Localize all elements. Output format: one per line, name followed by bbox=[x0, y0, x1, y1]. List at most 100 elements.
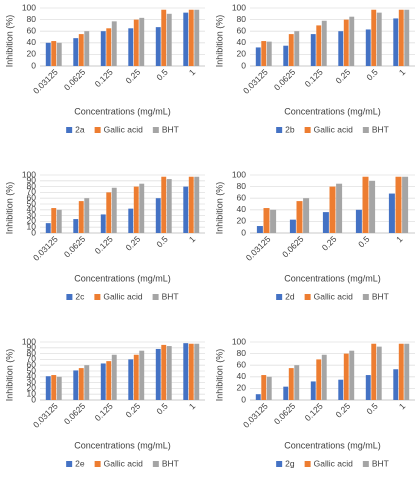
x-tick-label: 0.5 bbox=[154, 234, 170, 250]
legend-swatch bbox=[276, 294, 283, 300]
y-tick-label: 40 bbox=[27, 371, 37, 381]
bar bbox=[355, 209, 362, 233]
x-tick-label: 0.25 bbox=[333, 401, 352, 420]
x-tick-label: 0.03125 bbox=[31, 67, 60, 96]
bar bbox=[289, 219, 296, 233]
bar bbox=[183, 343, 189, 400]
bar bbox=[371, 9, 377, 67]
legend: 2a Gallic acid BHT bbox=[66, 124, 179, 134]
bar bbox=[362, 176, 369, 233]
bar bbox=[161, 9, 167, 67]
x-tick-label: 0.5 bbox=[154, 67, 170, 83]
legend-label: BHT bbox=[162, 124, 179, 134]
bar bbox=[398, 343, 404, 400]
bar bbox=[266, 376, 272, 400]
x-tick-label: 0.5 bbox=[364, 401, 380, 417]
y-tick-label: 20 bbox=[27, 49, 37, 59]
bar bbox=[369, 180, 376, 233]
legend-swatch bbox=[66, 294, 73, 300]
y-tick-label: 60 bbox=[237, 359, 247, 369]
y-tick-label: 50 bbox=[27, 365, 37, 375]
bar bbox=[404, 343, 410, 400]
legend-label: 2e bbox=[75, 458, 85, 468]
y-tick-label: 20 bbox=[237, 383, 247, 393]
legend-swatch bbox=[94, 461, 101, 467]
bar bbox=[255, 47, 261, 66]
y-tick-label: 80 bbox=[27, 181, 37, 191]
bar bbox=[183, 186, 189, 233]
bar bbox=[106, 361, 112, 400]
bar bbox=[45, 42, 51, 66]
y-tick-label: 80 bbox=[237, 14, 247, 24]
x-tick-label: 0.0625 bbox=[62, 67, 88, 93]
y-tick-label: 80 bbox=[237, 348, 247, 358]
y-tick-label: 70 bbox=[27, 187, 37, 197]
legend-swatch bbox=[304, 127, 311, 133]
bar bbox=[45, 376, 51, 400]
legend: 2b Gallic acid BHT bbox=[276, 124, 389, 134]
bar bbox=[261, 41, 267, 66]
legend-swatch bbox=[362, 127, 369, 133]
x-axis-title: Concentrations (mg/mL) bbox=[284, 440, 381, 450]
legend: 2d Gallic acid BHT bbox=[276, 291, 389, 301]
bar bbox=[155, 198, 161, 233]
legend-swatch bbox=[152, 461, 159, 467]
x-tick-label: 0.0625 bbox=[272, 401, 298, 427]
bar bbox=[310, 381, 316, 400]
x-tick-label: 0.0625 bbox=[62, 401, 88, 427]
bar bbox=[316, 359, 322, 400]
y-tick-label: 100 bbox=[22, 169, 36, 179]
bar bbox=[393, 18, 399, 66]
bar bbox=[288, 34, 294, 66]
bar bbox=[84, 198, 90, 233]
bar bbox=[78, 201, 84, 233]
bar bbox=[395, 176, 402, 233]
legend-swatch bbox=[66, 461, 73, 467]
legend-label: Gallic acid bbox=[314, 291, 353, 301]
legend-swatch bbox=[362, 461, 369, 467]
bar bbox=[336, 183, 343, 233]
x-axis-title: Concentrations (mg/mL) bbox=[284, 273, 381, 283]
x-axis-title: Concentrations (mg/mL) bbox=[74, 106, 171, 116]
y-tick-label: 60 bbox=[27, 25, 37, 35]
bar bbox=[106, 192, 112, 233]
bar bbox=[106, 28, 112, 66]
bar bbox=[133, 186, 139, 233]
x-tick-label: 0.25 bbox=[333, 67, 352, 86]
legend-swatch bbox=[152, 294, 159, 300]
y-axis-title: Inhibition (%) bbox=[214, 182, 224, 235]
bar bbox=[365, 375, 371, 400]
legend-label: 2d bbox=[285, 291, 295, 301]
x-tick-label: 1 bbox=[397, 401, 408, 412]
y-tick-label: 100 bbox=[232, 336, 246, 346]
bar bbox=[343, 353, 349, 400]
y-tick-label: 0 bbox=[31, 394, 36, 404]
bar bbox=[194, 176, 200, 233]
y-tick-label: 60 bbox=[27, 359, 37, 369]
y-tick-label: 100 bbox=[232, 2, 246, 12]
bar bbox=[139, 17, 145, 66]
legend-label: BHT bbox=[372, 458, 389, 468]
x-tick-label: 0.125 bbox=[303, 67, 325, 89]
bar bbox=[166, 346, 172, 400]
bar bbox=[296, 201, 303, 233]
y-tick-label: 40 bbox=[237, 37, 247, 47]
y-tick-label: 80 bbox=[237, 181, 247, 191]
bar bbox=[349, 350, 355, 400]
bar bbox=[338, 379, 344, 400]
bar bbox=[388, 193, 395, 233]
y-axis-title: Inhibition (%) bbox=[4, 349, 14, 402]
legend-swatch bbox=[362, 294, 369, 300]
bar bbox=[365, 29, 371, 66]
bar bbox=[266, 41, 272, 66]
y-tick-label: 30 bbox=[27, 210, 37, 220]
x-tick-label: 0.25 bbox=[123, 234, 142, 253]
bar bbox=[322, 212, 329, 233]
legend-label: BHT bbox=[372, 124, 389, 134]
x-tick-label: 0.03125 bbox=[31, 401, 60, 430]
bar bbox=[51, 41, 57, 66]
x-tick-label: 1 bbox=[394, 234, 405, 245]
legend-label: BHT bbox=[372, 291, 389, 301]
